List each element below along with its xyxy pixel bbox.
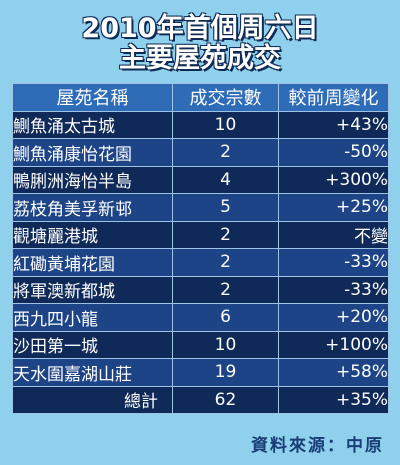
transaction-count-cell: 5 [172, 193, 279, 222]
transactions-table: 屋苑名稱 成交宗數 較前周變化 鰂魚涌太古城 10 +43% 鰂魚涌康怡花園 2 -50%… [12, 83, 389, 414]
weekly-change-cell: +20% [278, 303, 389, 332]
transaction-count-cell: 10 [172, 110, 279, 139]
estate-name-cell: 將軍澳新都城 [12, 275, 173, 304]
total-count-cell: 62 [172, 385, 279, 414]
table-header-row: 屋苑名稱 成交宗數 較前周變化 [12, 83, 389, 112]
weekly-change-cell: 不變 [278, 220, 389, 249]
estate-name-cell: 沙田第一城 [12, 330, 173, 359]
transaction-count-cell: 6 [172, 303, 279, 332]
table-row: 鰂魚涌太古城 10 +43% [12, 110, 389, 139]
estate-name-cell: 觀塘麗港城 [12, 220, 173, 249]
table-row: 西九四小龍 6 +20% [12, 303, 389, 332]
source-note: 資料來源：中原 [251, 436, 384, 456]
column-header-change: 較前周變化 [278, 83, 389, 112]
transaction-count-cell: 2 [172, 248, 279, 277]
transaction-count-cell: 10 [172, 330, 279, 359]
table-total-row: 總計 62 +35% [12, 385, 389, 414]
weekly-change-cell: +43% [278, 110, 389, 139]
table-row: 荔枝角美孚新邨 5 +25% [12, 193, 389, 222]
estate-name-cell: 鰂魚涌太古城 [12, 110, 173, 139]
table-row: 紅磡黃埔花園 2 -33% [12, 248, 389, 277]
estate-name-cell: 紅磡黃埔花園 [12, 248, 173, 277]
table-row: 觀塘麗港城 2 不變 [12, 220, 389, 249]
weekly-change-cell: -33% [278, 248, 389, 277]
total-change-cell: +35% [278, 385, 389, 414]
table-row: 鴨脷洲海怡半島 4 +300% [12, 165, 389, 194]
total-label-cell: 總計 [12, 385, 173, 414]
table-row: 將軍澳新都城 2 -33% [12, 275, 389, 304]
table-row: 鰂魚涌康怡花園 2 -50% [12, 138, 389, 167]
estate-name-cell: 鴨脷洲海怡半島 [12, 165, 173, 194]
estate-name-cell: 荔枝角美孚新邨 [12, 193, 173, 222]
table-row: 天水圍嘉湖山莊 19 +58% [12, 358, 389, 387]
weekly-change-cell: +25% [278, 193, 389, 222]
transaction-count-cell: 4 [172, 165, 279, 194]
estate-name-cell: 鰂魚涌康怡花園 [12, 138, 173, 167]
weekly-change-cell: +58% [278, 358, 389, 387]
transaction-count-cell: 19 [172, 358, 279, 387]
weekly-change-cell: -50% [278, 138, 389, 167]
chart-title-line2: 主要屋苑成交 [119, 43, 281, 74]
estate-name-cell: 西九四小龍 [12, 303, 173, 332]
weekly-change-cell: -33% [278, 275, 389, 304]
estate-name-cell: 天水圍嘉湖山莊 [12, 358, 173, 387]
transaction-count-cell: 2 [172, 138, 279, 167]
weekly-change-cell: +100% [278, 330, 389, 359]
transaction-count-cell: 2 [172, 220, 279, 249]
chart-title-line1: 2010年首個周六日 [81, 13, 319, 44]
column-header-count: 成交宗數 [172, 83, 279, 112]
weekly-change-cell: +300% [278, 165, 389, 194]
transaction-count-cell: 2 [172, 275, 279, 304]
table-row: 沙田第一城 10 +100% [12, 330, 389, 359]
column-header-estate: 屋苑名稱 [12, 83, 173, 112]
